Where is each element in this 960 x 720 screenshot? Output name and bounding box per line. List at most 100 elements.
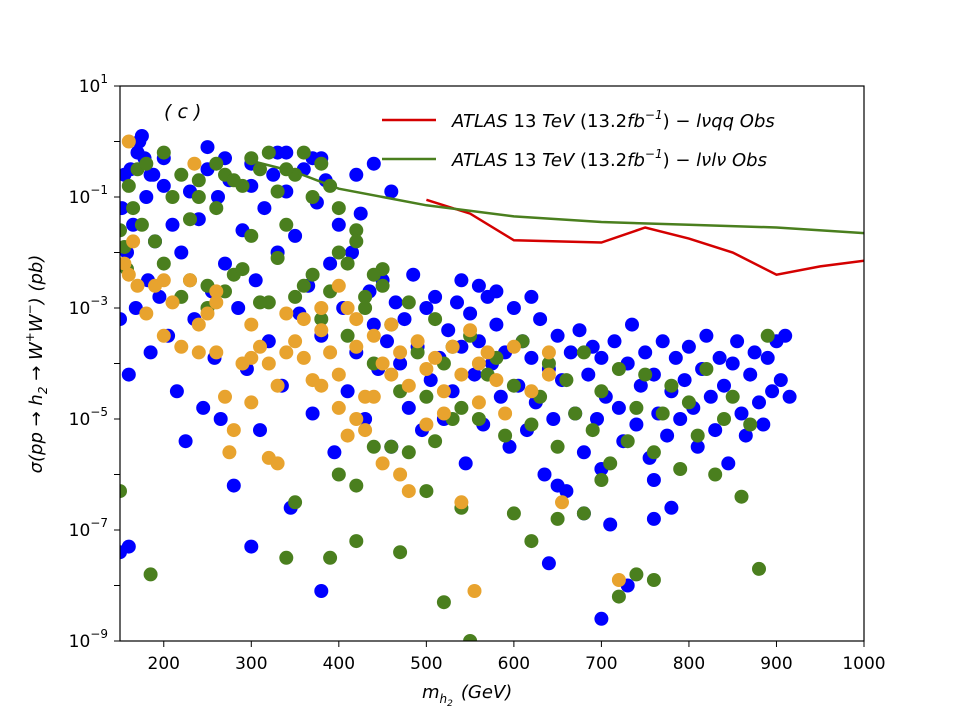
orange-point: [467, 584, 482, 598]
orange-point: [393, 345, 408, 360]
blue-point: [323, 256, 338, 271]
x-tick-label: 800: [673, 654, 705, 674]
blue-point: [765, 384, 780, 399]
blue-point: [690, 439, 705, 454]
blue-point: [629, 417, 644, 432]
green-point: [235, 262, 250, 277]
green-point: [419, 389, 434, 404]
orange-point: [366, 389, 381, 404]
green-point: [331, 245, 346, 260]
blue-point: [524, 289, 539, 304]
orange-point: [296, 312, 311, 327]
orange-point: [611, 573, 626, 587]
green-point: [270, 184, 285, 199]
orange-point: [226, 423, 241, 438]
orange-point: [340, 428, 355, 443]
blue-point: [717, 378, 731, 393]
green-point: [358, 301, 373, 315]
blue-point: [572, 323, 587, 338]
green-point: [121, 178, 136, 193]
blue-point: [248, 273, 263, 288]
green-point: [664, 378, 679, 393]
green-point: [646, 445, 661, 460]
orange-point: [191, 317, 206, 332]
green-point: [699, 362, 714, 376]
green-point: [594, 473, 609, 487]
orange-point: [331, 367, 346, 382]
orange-point: [428, 350, 443, 365]
blue-point: [397, 312, 412, 327]
orange-point: [331, 278, 346, 293]
green-point: [148, 234, 162, 249]
blue-point: [594, 350, 609, 365]
green-point: [191, 190, 206, 204]
green-point: [314, 156, 329, 171]
y-tick-label: 101: [79, 72, 108, 97]
orange-point: [506, 339, 521, 354]
green-point: [629, 567, 644, 582]
blue-point: [253, 423, 267, 438]
green-point: [673, 462, 688, 476]
green-point: [717, 412, 731, 426]
orange-point: [375, 456, 390, 471]
green-point: [143, 567, 158, 582]
blue-point: [349, 167, 364, 182]
blue-point: [778, 328, 793, 343]
orange-point: [384, 317, 399, 332]
green-point: [594, 384, 609, 399]
blue-point: [471, 278, 486, 293]
y-tick-label: 10−1: [69, 183, 108, 208]
green-point: [366, 439, 381, 454]
orange-point: [209, 345, 224, 360]
green-point: [611, 362, 626, 376]
blue-point: [266, 167, 281, 182]
green-point: [611, 589, 626, 604]
panel-label: ( c ): [164, 101, 201, 123]
x-axis-label: mh2(GeV): [422, 682, 512, 709]
blue-point: [345, 245, 359, 260]
limit-curve-lnuqq: [426, 198, 864, 277]
green-point: [629, 400, 644, 415]
blue-point: [506, 301, 521, 315]
green-point-series: [120, 145, 775, 641]
orange-point: [349, 412, 364, 426]
x-tick-label: 200: [148, 654, 180, 674]
green-point: [288, 289, 303, 304]
orange-point: [244, 350, 259, 365]
orange-point: [126, 234, 141, 249]
y-tick-label: 10−3: [69, 294, 108, 319]
blue-point: [655, 334, 670, 349]
blue-point: [625, 317, 639, 332]
blue-point: [590, 412, 604, 426]
blue-point: [550, 478, 565, 493]
blue-point: [752, 395, 766, 410]
green-point: [253, 295, 267, 310]
orange-point: [393, 467, 408, 482]
orange-point: [340, 301, 355, 315]
orange-point: [156, 273, 171, 288]
y-tick-label: 10−9: [69, 627, 108, 652]
blue-point: [458, 456, 473, 471]
blue-point: [463, 306, 478, 321]
blue-point: [703, 389, 718, 404]
blue-point: [721, 456, 736, 471]
orange-point: [270, 378, 285, 393]
blue-point: [196, 400, 211, 415]
orange-point: [253, 339, 267, 354]
x-tick-label: 600: [498, 654, 530, 674]
blue-point: [174, 245, 189, 260]
blue-point: [441, 323, 456, 338]
orange-point: [121, 134, 136, 149]
blue-point: [226, 478, 241, 493]
y-tick-label: 10−5: [69, 405, 108, 430]
orange-point: [419, 417, 434, 432]
green-point: [603, 456, 618, 471]
blue-point: [143, 167, 158, 182]
green-point: [620, 434, 635, 449]
green-point: [393, 545, 408, 560]
blue-point: [152, 289, 167, 304]
green-point: [244, 228, 259, 243]
blue-point: [454, 273, 469, 288]
green-point: [279, 550, 294, 565]
green-point: [428, 312, 443, 327]
